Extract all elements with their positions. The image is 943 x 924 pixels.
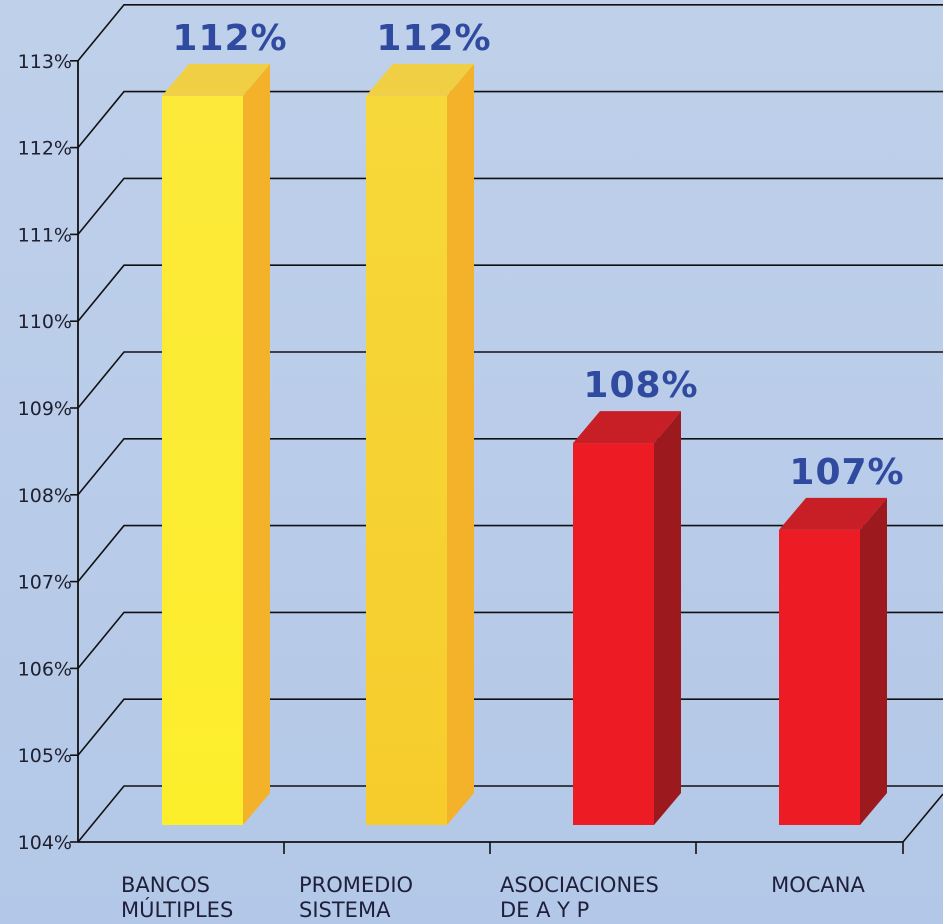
gridline xyxy=(77,264,943,322)
bar-front xyxy=(573,443,654,825)
gridlines xyxy=(77,4,943,843)
bar-front xyxy=(779,529,860,825)
bar-side xyxy=(860,497,887,825)
data-labels: 112% 112% 108% 107% xyxy=(172,18,904,493)
bar-front xyxy=(366,95,447,825)
category-label: ASOCIACIONES xyxy=(500,873,659,897)
category-label: MOCANA xyxy=(771,873,865,897)
gridline xyxy=(77,177,943,235)
bar-side xyxy=(243,63,270,825)
bar xyxy=(162,63,270,825)
data-label: 112% xyxy=(376,18,491,59)
bar-top xyxy=(162,63,270,96)
gridline xyxy=(77,90,943,149)
category-label: MÚLTIPLES xyxy=(121,897,233,922)
bar xyxy=(366,63,474,825)
y-tick-label: 105% xyxy=(18,745,72,767)
category-label: SISTEMA xyxy=(299,898,391,922)
bar-top xyxy=(366,63,474,96)
y-tick-label: 108% xyxy=(18,485,72,507)
y-tick-label: 113% xyxy=(18,51,72,73)
data-label: 108% xyxy=(583,365,698,406)
gridline xyxy=(77,351,943,409)
y-tick-label: 106% xyxy=(18,658,72,680)
y-tick-labels: 104% 105% 106% 107% 108% 109% 110% 111% 112% 113% xyxy=(18,51,72,854)
y-tick-label: 109% xyxy=(18,398,72,420)
bar xyxy=(573,411,681,825)
category-label: DE A Y P xyxy=(500,898,589,922)
data-label: 112% xyxy=(172,18,287,59)
category-label: PROMEDIO xyxy=(299,873,413,897)
y-tick-label: 110% xyxy=(18,311,72,333)
floor-edge xyxy=(902,793,943,843)
bar-top xyxy=(779,497,887,530)
bar-top xyxy=(573,411,681,444)
category-label: BANCOS xyxy=(121,873,210,897)
y-tick-label: 112% xyxy=(18,138,72,160)
bar-front xyxy=(162,95,243,825)
bar xyxy=(779,497,887,825)
y-tick-label: 111% xyxy=(18,224,72,246)
gridline xyxy=(77,4,943,62)
data-label: 107% xyxy=(789,452,904,493)
y-tick-label: 107% xyxy=(18,572,72,594)
axes xyxy=(70,59,943,854)
bar-side xyxy=(654,411,681,825)
bar-side xyxy=(447,63,474,825)
bars xyxy=(162,63,887,825)
y-tick-label: 104% xyxy=(18,832,72,854)
